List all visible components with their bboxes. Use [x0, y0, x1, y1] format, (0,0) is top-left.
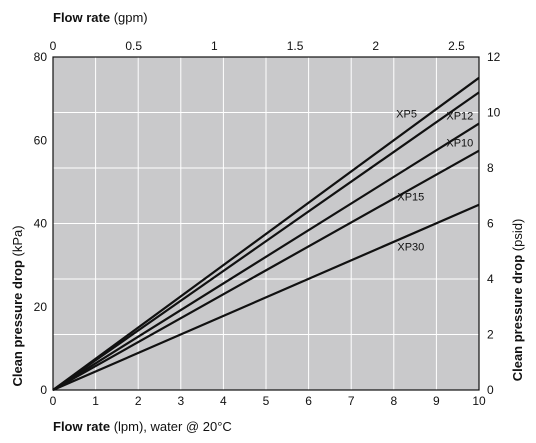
- right-tick-label: 12: [487, 50, 501, 64]
- top-tick-label: 0.5: [125, 39, 142, 53]
- right-tick-label: 10: [487, 106, 501, 120]
- bottom-axis-title-main: Flow rate: [53, 419, 110, 434]
- series-line-xp10: [52, 122, 480, 391]
- left-tick-label: 0: [40, 383, 47, 397]
- series-label-xp10: XP10: [446, 137, 473, 149]
- right-axis-title-unit: (psid): [510, 219, 525, 255]
- bottom-axis-ticks: 0 1 2 3 4 5 6 7 8 9 10: [50, 394, 486, 408]
- left-tick-label: 60: [34, 133, 48, 147]
- series-label-xp30: XP30: [397, 242, 424, 254]
- left-tick-label: 40: [34, 217, 48, 231]
- bottom-tick-label: 6: [305, 394, 312, 408]
- bottom-tick-label: 7: [348, 394, 355, 408]
- top-axis-ticks: 0 0.5 1 1.5 2 2.5: [50, 39, 465, 53]
- left-axis-title-main: Clean pressure drop: [10, 260, 25, 386]
- plot-frame: [52, 56, 480, 391]
- bottom-tick-label: 8: [390, 394, 397, 408]
- top-tick-label: 1.5: [287, 39, 304, 53]
- left-axis-title: Clean pressure drop (kPa): [10, 225, 25, 386]
- series-line-xp12: [52, 91, 480, 391]
- left-axis-ticks: 0 20 40 60 80: [34, 50, 48, 397]
- bottom-tick-label: 9: [433, 394, 440, 408]
- series-lines: [52, 76, 480, 392]
- bottom-tick-label: 0: [50, 394, 57, 408]
- series-line-xp30: [52, 203, 480, 392]
- left-tick-label: 80: [34, 50, 48, 64]
- bottom-tick-label: 3: [177, 394, 184, 408]
- right-tick-label: 6: [487, 217, 494, 231]
- right-tick-label: 0: [487, 383, 494, 397]
- top-tick-label: 0: [50, 39, 57, 53]
- series-label-xp5: XP5: [396, 108, 417, 120]
- bottom-axis-title: Flow rate (lpm), water @ 20°C: [53, 419, 232, 434]
- series-label-xp15: XP15: [397, 192, 424, 204]
- top-tick-label: 2.5: [448, 39, 465, 53]
- bottom-tick-label: 1: [92, 394, 99, 408]
- top-axis-title: Flow rate (gpm): [53, 10, 148, 25]
- bottom-tick-label: 10: [472, 394, 486, 408]
- series-line-xp5: [52, 76, 480, 391]
- bottom-tick-label: 5: [263, 394, 270, 408]
- right-axis-title-main: Clean pressure drop: [510, 255, 525, 381]
- right-tick-label: 4: [487, 272, 494, 286]
- right-axis-title: Clean pressure drop (psid): [510, 219, 525, 382]
- series-line-xp15: [52, 149, 480, 391]
- top-axis-title-unit: (gpm): [110, 10, 148, 25]
- bottom-tick-label: 4: [220, 394, 227, 408]
- series-labels: XP5 XP12 XP10 XP15 XP30: [396, 108, 473, 253]
- top-tick-label: 2: [372, 39, 379, 53]
- right-axis-ticks: 0 2 4 6 8 10 12: [487, 50, 501, 397]
- top-axis-title-main: Flow rate: [53, 10, 110, 25]
- left-axis-title-unit: (kPa): [10, 225, 25, 260]
- series-label-xp12: XP12: [446, 110, 473, 122]
- bottom-tick-label: 2: [135, 394, 142, 408]
- right-tick-label: 8: [487, 161, 494, 175]
- left-tick-label: 20: [34, 300, 48, 314]
- top-tick-label: 1: [211, 39, 218, 53]
- bottom-axis-title-unit: (lpm), water @ 20°C: [110, 419, 232, 434]
- right-tick-label: 2: [487, 328, 494, 342]
